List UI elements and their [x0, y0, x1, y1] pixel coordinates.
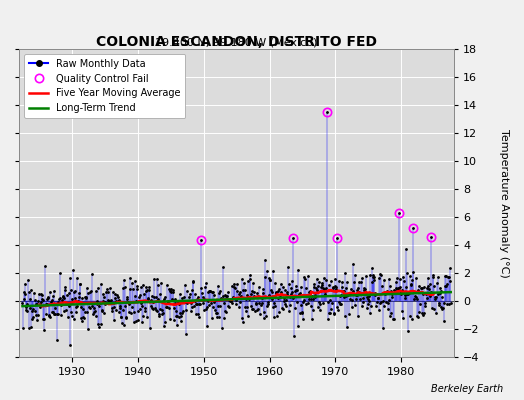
Y-axis label: Temperature Anomaly (°C): Temperature Anomaly (°C): [499, 129, 509, 278]
Legend: Raw Monthly Data, Quality Control Fail, Five Year Moving Average, Long-Term Tren: Raw Monthly Data, Quality Control Fail, …: [24, 54, 185, 118]
Text: 19.400 N, 99.180 W (Mexico): 19.400 N, 99.180 W (Mexico): [156, 38, 318, 48]
Title: COLONIA ESCANDON, DISTRITO FED: COLONIA ESCANDON, DISTRITO FED: [96, 35, 377, 49]
Text: Berkeley Earth: Berkeley Earth: [431, 384, 503, 394]
